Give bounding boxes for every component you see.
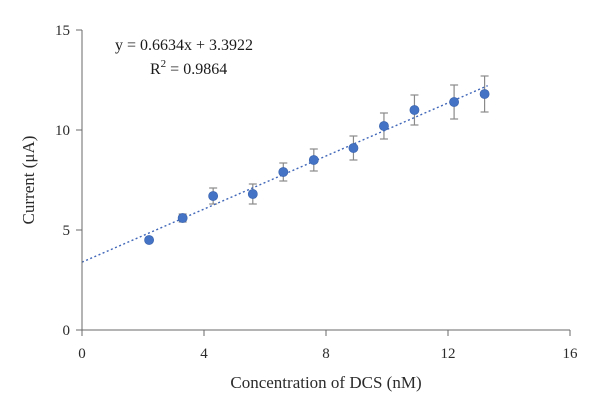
y-tick-label: 0 [63,323,71,339]
trendline-equation: y = 0.6634x + 3.3922 [115,37,253,54]
data-point [144,235,154,245]
y-tick-label: 5 [63,223,71,239]
x-tick-label: 16 [563,346,579,362]
data-point [348,143,359,153]
x-axis-ticks: 0 4 8 12 16 [78,330,578,362]
y-tick-label: 10 [55,123,70,139]
r-squared-value: = 0.9864 [166,61,227,78]
data-point [379,121,389,131]
error-bars [178,75,489,223]
x-tick-label: 0 [78,346,86,362]
y-axis-ticks: 0 5 10 15 [55,23,82,339]
data-points [144,89,490,245]
y-tick-label: 15 [55,23,70,39]
data-point [308,155,319,165]
x-tick-label: 12 [441,346,456,362]
data-point [449,97,459,107]
data-point [177,213,188,223]
r-squared-superscript: 2 [161,58,167,70]
data-point [208,191,219,201]
x-tick-label: 8 [322,346,330,362]
x-tick-label: 4 [200,346,208,362]
y-axis-title: Current (μA) [19,136,38,225]
r-squared-prefix: R [150,61,161,78]
data-point [278,167,289,177]
data-point [479,89,490,99]
x-axis-title: Concentration of DCS (nM) [230,373,421,392]
data-point [409,105,420,115]
r-squared-label: R2 = 0.9864 [150,58,227,78]
data-point [247,189,258,199]
